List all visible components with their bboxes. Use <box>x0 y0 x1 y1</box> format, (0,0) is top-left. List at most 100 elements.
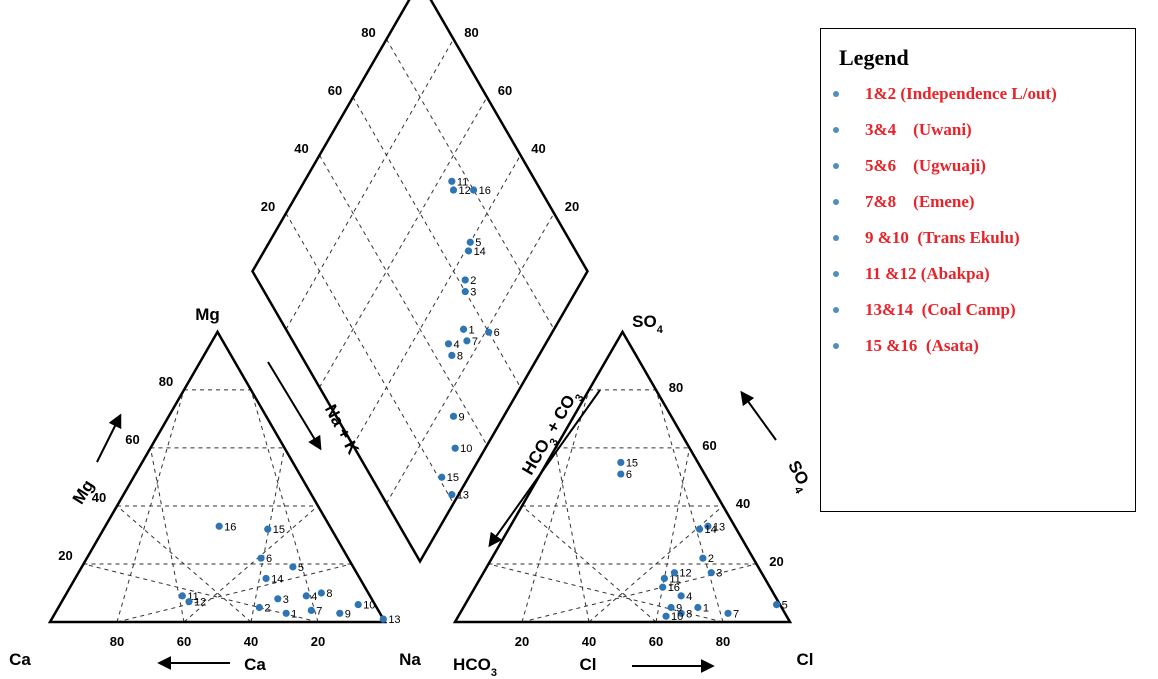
grid-line <box>319 154 488 446</box>
tick-label: 60 <box>177 634 191 649</box>
grid-lines <box>83 38 757 623</box>
legend-item: 11 &12 (Abakpa) <box>833 259 990 289</box>
tick-label: 20 <box>311 634 325 649</box>
point-label: 2 <box>708 553 714 565</box>
data-point-13 <box>704 522 712 530</box>
arrow-na-k <box>267 361 322 451</box>
axis-label-na-k: Na + K <box>321 401 363 458</box>
data-point-4 <box>302 592 310 600</box>
corner-label-na: Na <box>399 650 421 669</box>
point-label: 15 <box>447 472 459 484</box>
point-label: 4 <box>453 339 459 351</box>
tick-label: 40 <box>582 634 596 649</box>
tick-label: 60 <box>498 83 512 98</box>
point-label: 8 <box>326 588 332 600</box>
data-point-12 <box>670 569 679 577</box>
point-label: 6 <box>494 327 500 339</box>
data-point-9 <box>667 603 675 612</box>
data-point-10 <box>451 444 459 452</box>
tick-label: 40 <box>736 496 750 511</box>
data-point-12 <box>449 186 458 194</box>
grid-line <box>352 96 521 388</box>
point-label: 7 <box>472 336 478 348</box>
point-label: 13 <box>457 490 469 502</box>
point-label: 16 <box>224 521 236 533</box>
point-label: 11 <box>187 591 198 603</box>
data-point-13 <box>448 491 456 499</box>
tick-label: 40 <box>92 490 106 505</box>
data-point-5 <box>289 563 297 571</box>
legend-label: 7&8 (Emene) <box>865 192 975 211</box>
point-label: 2 <box>470 275 476 287</box>
grid-line <box>83 563 319 623</box>
grid-line <box>352 154 521 446</box>
legend-label: 9 &10 (Trans Ekulu) <box>865 228 1020 247</box>
data-point-14 <box>464 247 473 255</box>
data-point-5 <box>773 600 781 609</box>
point-label: 10 <box>671 611 683 623</box>
data-point-8 <box>317 589 325 597</box>
tick-label: 60 <box>649 634 663 649</box>
grid-line <box>116 563 352 623</box>
legend-label: 1&2 (Independence L/out) <box>865 84 1057 103</box>
data-point-3 <box>707 569 715 577</box>
point-label: 12 <box>679 568 691 580</box>
legend-label: 3&4 (Uwani) <box>865 120 972 139</box>
triangle-frames <box>47 0 793 624</box>
data-point-15 <box>617 458 625 467</box>
point-label: 1 <box>291 608 297 620</box>
point-label: 5 <box>475 237 481 249</box>
tick-label: 40 <box>531 141 545 156</box>
point-label: 4 <box>686 591 692 603</box>
point-label: 9 <box>676 602 682 614</box>
tick-labels: 20 40 60 80 80 60 40 20 20 40 60 80 20 40 60 80 20 40 60 80… <box>58 25 783 649</box>
grid-line <box>116 505 252 623</box>
point-label: 10 <box>363 600 375 612</box>
legend-label: 5&6 (Ugwuaji) <box>865 156 986 175</box>
point-label: 9 <box>345 608 351 620</box>
tick-label: 40 <box>294 141 308 156</box>
tick-label: 60 <box>328 83 342 98</box>
point-label: 15 <box>626 457 638 469</box>
point-label: 16 <box>668 582 680 594</box>
data-point-16 <box>215 522 223 530</box>
tick-label: 20 <box>769 554 783 569</box>
data-point-6 <box>257 554 265 562</box>
tick-label: 80 <box>110 634 124 649</box>
legend-item: 5&6 (Ugwuaji) <box>833 151 986 181</box>
point-label: 13 <box>713 521 725 533</box>
data-point-15 <box>438 473 446 481</box>
data-point-16 <box>470 186 478 194</box>
point-label: 2 <box>264 602 270 614</box>
grid-line <box>250 389 319 623</box>
point-label: 9 <box>459 411 465 423</box>
grid-line <box>285 38 454 330</box>
point-label: 16 <box>479 185 491 197</box>
grid-line <box>250 447 285 623</box>
data-point-5 <box>466 238 474 246</box>
data-point-1 <box>694 603 702 612</box>
axis-label-cl: Cl <box>580 655 597 674</box>
point-label: 6 <box>266 553 272 565</box>
data-point-1 <box>282 609 290 617</box>
legend-item: 15 &16 (Asata) <box>833 331 979 361</box>
point-label: 1 <box>469 324 475 336</box>
point-label: 4 <box>311 591 317 603</box>
legend: Legend 1&2 (Independence L/out) 3&4 (Uwan… <box>820 28 1136 512</box>
data-point-2 <box>255 603 263 612</box>
data-point-11 <box>660 574 668 583</box>
tick-label: 20 <box>515 634 529 649</box>
grid-line <box>555 447 590 623</box>
tick-label: 60 <box>125 432 139 447</box>
tick-label: 20 <box>261 199 275 214</box>
tick-label: 40 <box>244 634 258 649</box>
point-label: 12 <box>194 597 206 609</box>
point-label: 5 <box>298 562 304 574</box>
grid-line <box>150 447 185 623</box>
tick-label: 80 <box>361 25 375 40</box>
legend-marker <box>833 235 839 241</box>
data-point-8 <box>677 609 685 617</box>
tick-label: 20 <box>58 548 72 563</box>
corner-label-mg: Mg <box>195 305 220 324</box>
grid-line <box>183 505 319 623</box>
